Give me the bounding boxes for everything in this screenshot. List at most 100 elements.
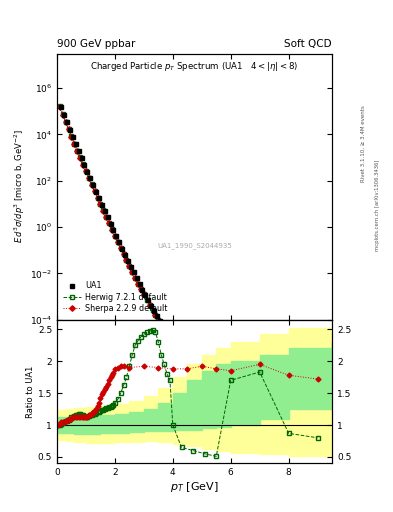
Sherpa 2.2.9 default — [133, 275, 138, 281]
Herwig 7.2.1 default — [116, 239, 120, 245]
UA1 — [91, 182, 95, 188]
Herwig 7.2.1 default — [112, 232, 117, 239]
Herwig 7.2.1 default — [171, 343, 175, 349]
UA1 — [97, 196, 101, 202]
UA1 — [79, 155, 84, 161]
Herwig 7.2.1 default — [162, 327, 167, 333]
Herwig 7.2.1 default — [286, 493, 291, 499]
Herwig 7.2.1 default — [81, 161, 85, 167]
Herwig 7.2.1 default — [75, 147, 80, 154]
Sherpa 2.2.9 default — [121, 251, 126, 258]
Herwig 7.2.1 default — [130, 269, 135, 275]
Herwig 7.2.1 default — [63, 119, 68, 125]
UA1 — [286, 479, 291, 485]
Sherpa 2.2.9 default — [116, 239, 120, 245]
UA1 — [123, 252, 127, 258]
UA1 — [166, 334, 171, 340]
Sherpa 2.2.9 default — [61, 112, 65, 118]
UA1 — [154, 313, 159, 319]
UA1 — [163, 329, 168, 335]
UA1 — [85, 169, 90, 175]
UA1 — [73, 141, 78, 147]
UA1 — [120, 246, 125, 252]
UA1 — [143, 291, 148, 297]
Sherpa 2.2.9 default — [89, 182, 94, 188]
UA1 — [65, 119, 70, 125]
Sherpa 2.2.9 default — [69, 134, 74, 140]
Herwig 7.2.1 default — [104, 214, 108, 220]
Herwig 7.2.1 default — [98, 201, 103, 207]
UA1 — [117, 240, 121, 246]
UA1 — [111, 227, 116, 233]
UA1 — [169, 339, 174, 345]
Y-axis label: Ratio to UA1: Ratio to UA1 — [26, 366, 35, 418]
Sherpa 2.2.9 default — [153, 312, 158, 318]
Text: 900 GeV ppbar: 900 GeV ppbar — [57, 38, 135, 49]
Herwig 7.2.1 default — [179, 358, 184, 365]
Herwig 7.2.1 default — [110, 226, 114, 232]
Herwig 7.2.1 default — [127, 263, 132, 269]
Herwig 7.2.1 default — [214, 410, 219, 416]
UA1 — [108, 221, 113, 227]
Herwig 7.2.1 default — [144, 297, 149, 303]
UA1 — [149, 303, 153, 309]
UA1 — [158, 318, 162, 324]
UA1 — [179, 354, 184, 360]
Sherpa 2.2.9 default — [107, 220, 112, 226]
Sherpa 2.2.9 default — [57, 103, 62, 110]
Herwig 7.2.1 default — [101, 207, 106, 214]
Herwig 7.2.1 default — [66, 126, 71, 132]
Sherpa 2.2.9 default — [185, 363, 190, 369]
Herwig 7.2.1 default — [156, 317, 161, 323]
UA1 — [152, 308, 156, 314]
UA1 — [71, 134, 75, 140]
Herwig 7.2.1 default — [159, 322, 163, 328]
Sherpa 2.2.9 default — [159, 323, 163, 329]
Sherpa 2.2.9 default — [147, 302, 152, 308]
Sherpa 2.2.9 default — [228, 419, 233, 425]
Sherpa 2.2.9 default — [118, 245, 123, 251]
UA1 — [129, 264, 133, 270]
UA1 — [88, 175, 93, 181]
Legend: UA1, Herwig 7.2.1 default, Sherpa 2.2.9 default: UA1, Herwig 7.2.1 default, Sherpa 2.2.9 … — [61, 279, 170, 315]
UA1 — [99, 202, 104, 208]
UA1 — [62, 112, 66, 118]
Herwig 7.2.1 default — [139, 286, 143, 292]
Herwig 7.2.1 default — [72, 141, 77, 147]
Herwig 7.2.1 default — [78, 155, 83, 161]
Herwig 7.2.1 default — [121, 251, 126, 257]
Sherpa 2.2.9 default — [104, 214, 108, 220]
Sherpa 2.2.9 default — [136, 281, 140, 287]
Sherpa 2.2.9 default — [63, 119, 68, 125]
UA1 — [315, 509, 320, 512]
Herwig 7.2.1 default — [315, 509, 320, 512]
Herwig 7.2.1 default — [153, 312, 158, 318]
UA1 — [140, 286, 145, 292]
UA1 — [214, 402, 219, 409]
Sherpa 2.2.9 default — [124, 258, 129, 264]
Herwig 7.2.1 default — [61, 112, 65, 118]
Herwig 7.2.1 default — [84, 168, 88, 174]
Sherpa 2.2.9 default — [139, 286, 143, 292]
X-axis label: $p_T$ [GeV]: $p_T$ [GeV] — [170, 480, 219, 494]
Line: UA1: UA1 — [59, 105, 320, 512]
UA1 — [131, 269, 136, 275]
Herwig 7.2.1 default — [107, 220, 112, 226]
Sherpa 2.2.9 default — [112, 233, 117, 239]
Sherpa 2.2.9 default — [110, 226, 114, 232]
Sherpa 2.2.9 default — [66, 126, 71, 133]
Herwig 7.2.1 default — [165, 332, 169, 338]
Text: Soft QCD: Soft QCD — [285, 38, 332, 49]
Herwig 7.2.1 default — [167, 337, 172, 343]
Sherpa 2.2.9 default — [101, 207, 106, 214]
Text: Rivet 3.1.10, ≥ 3.4M events: Rivet 3.1.10, ≥ 3.4M events — [361, 105, 366, 182]
Sherpa 2.2.9 default — [286, 487, 291, 493]
Sherpa 2.2.9 default — [171, 343, 175, 349]
Text: mcplots.cern.ch [arXiv:1306.3436]: mcplots.cern.ch [arXiv:1306.3436] — [375, 159, 380, 250]
Herwig 7.2.1 default — [118, 245, 123, 251]
Sherpa 2.2.9 default — [78, 155, 83, 161]
Sherpa 2.2.9 default — [92, 188, 97, 194]
Y-axis label: $E\,d^3\sigma/dp^3$ [micro b, GeV$^{-2}$]: $E\,d^3\sigma/dp^3$ [micro b, GeV$^{-2}$… — [13, 130, 27, 244]
UA1 — [82, 162, 87, 168]
Sherpa 2.2.9 default — [75, 148, 80, 154]
